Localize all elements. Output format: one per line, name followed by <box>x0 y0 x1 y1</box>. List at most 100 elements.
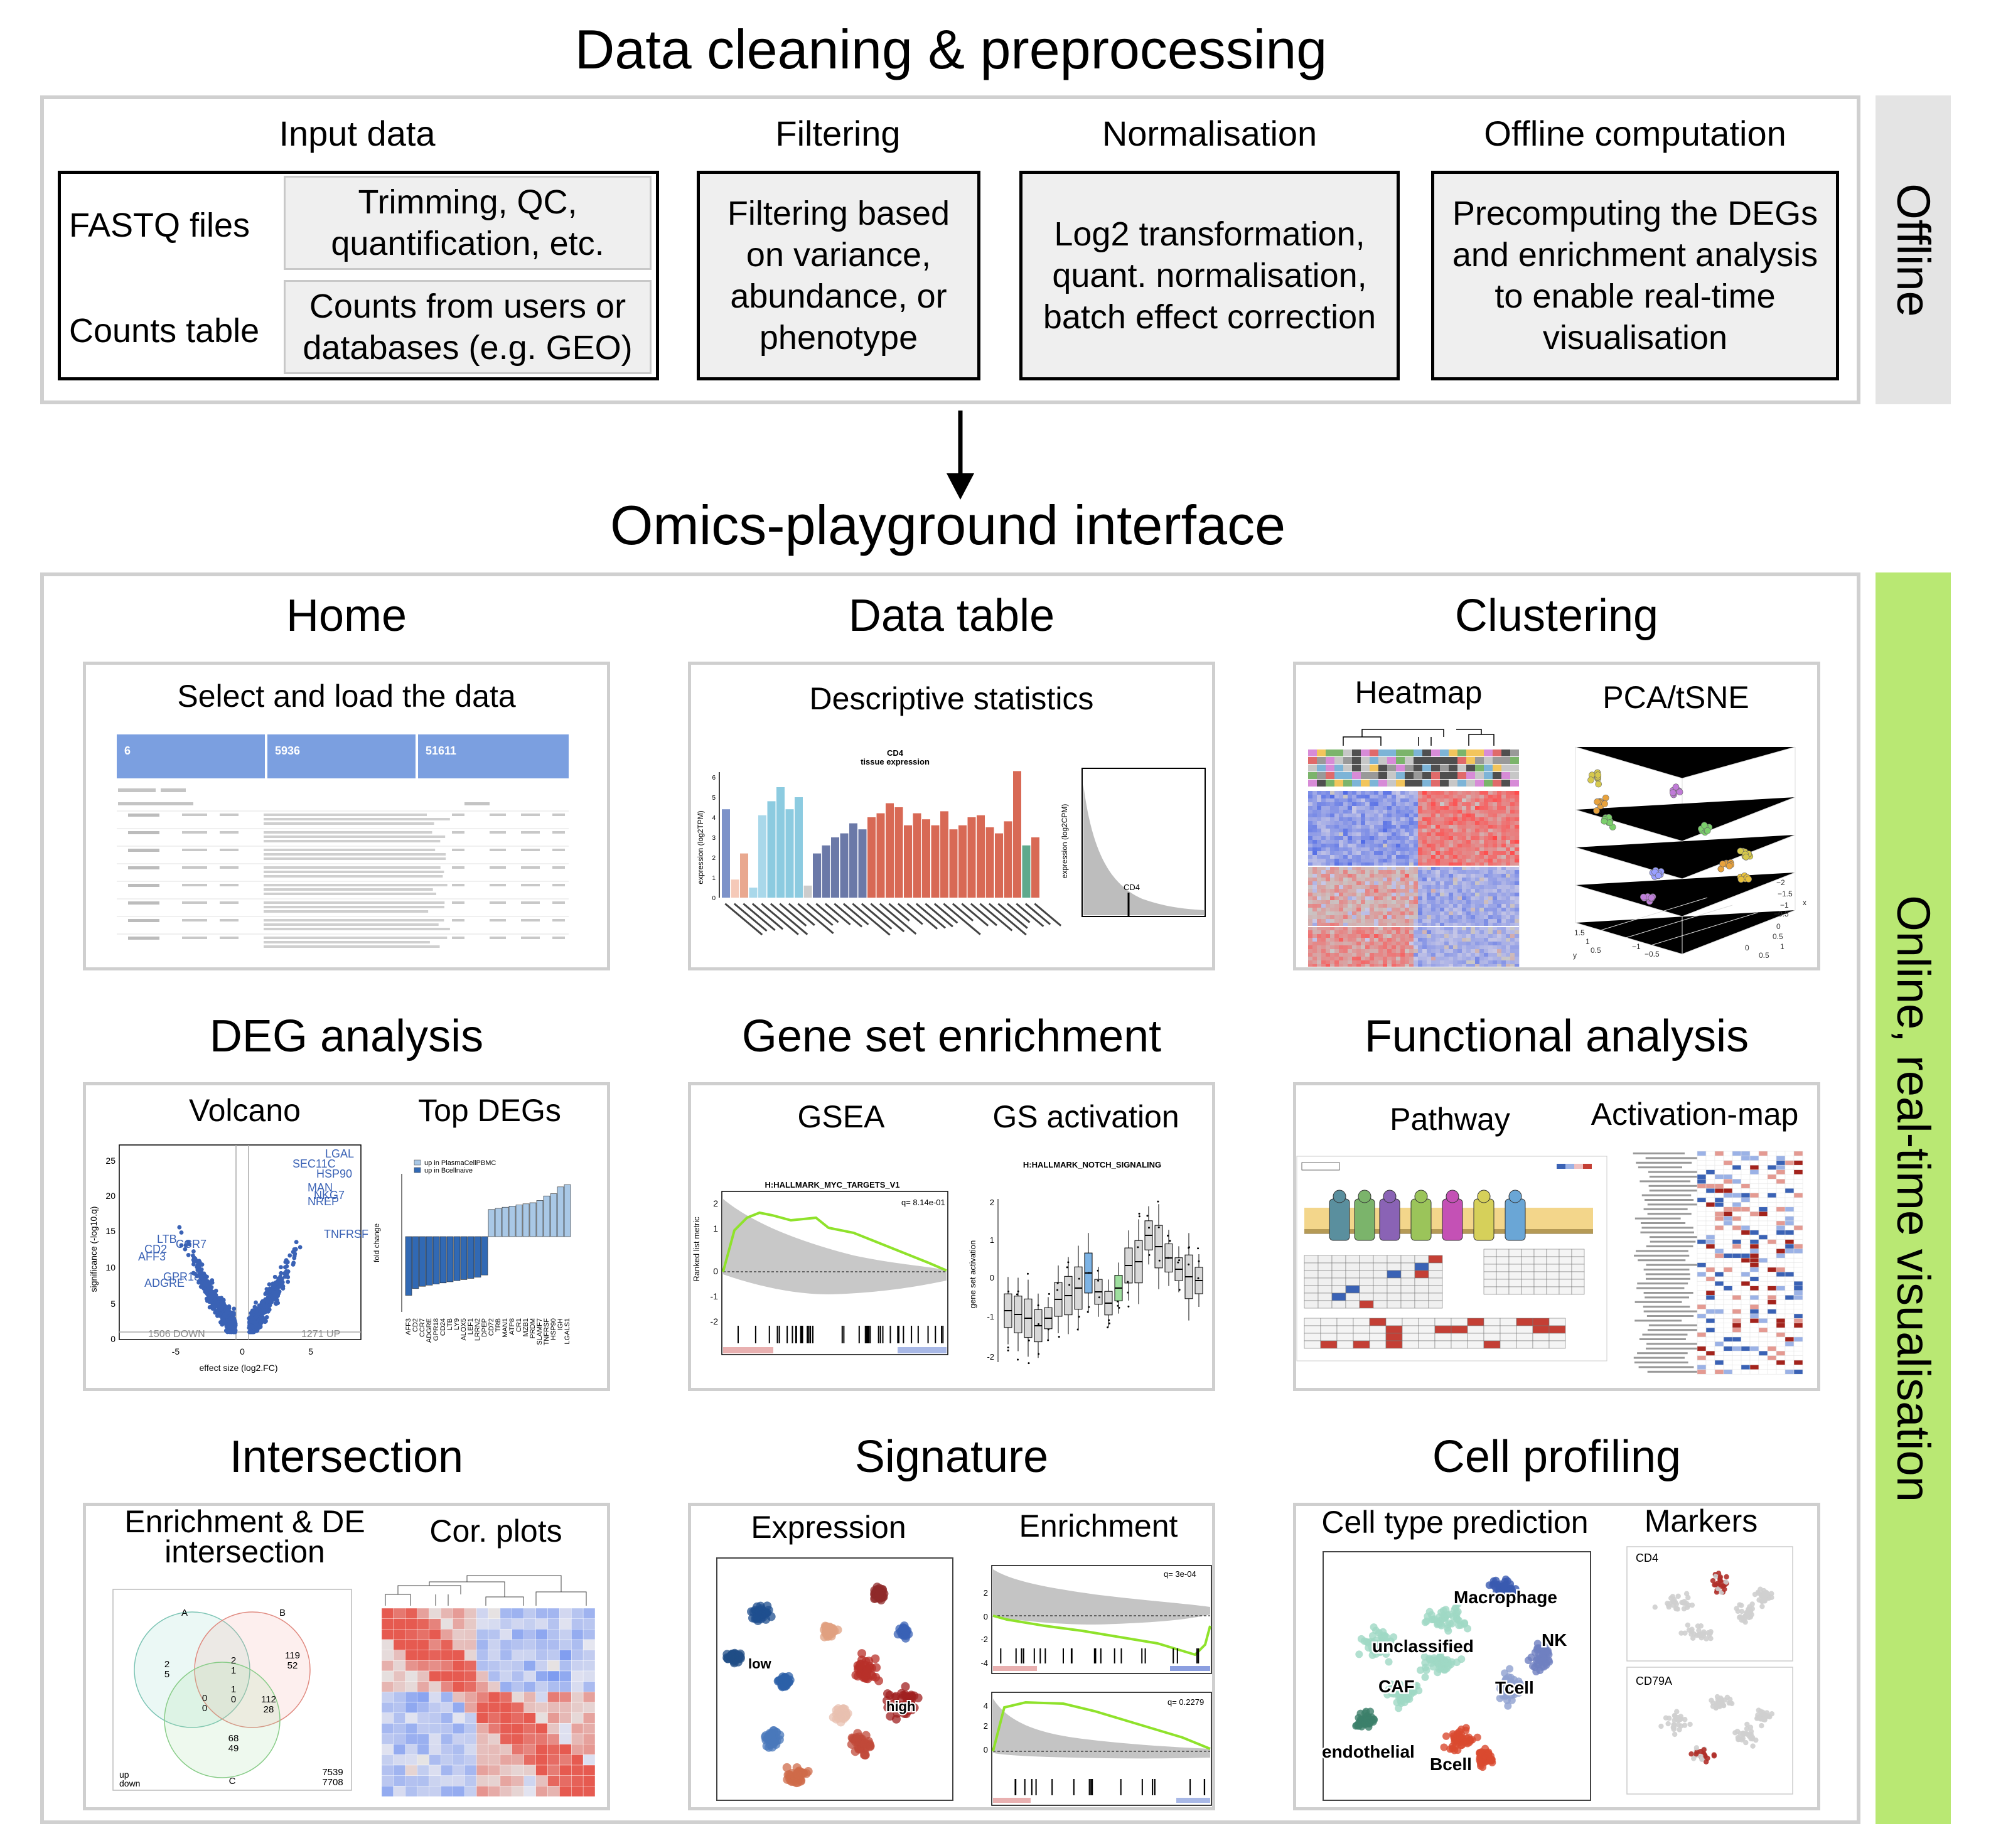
svg-text:SLAMF7: SLAMF7 <box>536 1318 544 1345</box>
heatmap-subtitle: Heatmap <box>1355 675 1483 710</box>
gsea-plot: H:HALLMARK_MYC_TARGETS_V1 Ranked list me… <box>692 1180 948 1355</box>
svg-text:TNFRSF: TNFRSF <box>543 1318 550 1346</box>
svg-text:5: 5 <box>110 1299 115 1309</box>
svg-text:LGALS1: LGALS1 <box>564 1318 571 1345</box>
top-degs-barplot: up in PlasmaCellPBMC up in Bcellnaive fo… <box>372 1159 571 1346</box>
svg-text:10: 10 <box>105 1262 115 1272</box>
cell-type-prediction-subtitle: Cell type prediction <box>1321 1505 1589 1540</box>
top-degs-subtitle: Top DEGs <box>418 1093 561 1128</box>
svg-text:−1: −1 <box>1780 901 1789 910</box>
svg-text:LTB: LTB <box>446 1318 454 1330</box>
svg-text:HSP90: HSP90 <box>316 1168 352 1180</box>
pathway-subtitle: Pathway <box>1390 1102 1510 1137</box>
svg-text:49: 49 <box>228 1743 239 1754</box>
offline-computation-box: Precomputing the DEGs and enrichment ana… <box>1431 171 1839 380</box>
normalisation-box: Log2 transformation, quant. normalisatio… <box>1019 171 1400 380</box>
counts-label: Counts table <box>69 312 260 350</box>
svg-text:AFF3: AFF3 <box>138 1250 166 1263</box>
cell-type-label: CAF <box>1378 1677 1415 1696</box>
gsea-plot-title: H:HALLMARK_MYC_TARGETS_V1 <box>765 1180 900 1190</box>
svg-text:−2: −2 <box>1776 878 1785 887</box>
signature-title: Signature <box>854 1432 1049 1482</box>
pca-3d-scatter: −2−1.5−1−0.5 00.51 1.510.5 −1−0.500.5xy <box>1573 746 1806 960</box>
tissue-chart-title: CD4 <box>887 748 904 758</box>
svg-text:1: 1 <box>990 1235 994 1245</box>
svg-text:28: 28 <box>264 1704 274 1715</box>
home-stat-genesets: 51611 <box>426 744 456 757</box>
sig-high-label: high <box>886 1699 915 1714</box>
svg-text:-1: -1 <box>711 1291 719 1301</box>
venn-label-a: A <box>181 1608 188 1618</box>
svg-text:LGAL: LGAL <box>325 1147 354 1160</box>
filtering-box: Filtering based on variance, abundance, … <box>697 171 980 380</box>
svg-text:LRRN2: LRRN2 <box>474 1318 481 1341</box>
svg-text:MAN1: MAN1 <box>502 1318 509 1338</box>
svg-text:5: 5 <box>308 1346 313 1356</box>
cell-type-label: Tcell <box>1495 1678 1534 1697</box>
gs-activation-boxplot: H:HALLMARK_NOTCH_SIGNALING gene set acti… <box>968 1160 1203 1365</box>
svg-text:-1: -1 <box>987 1312 994 1321</box>
svg-text:0: 0 <box>202 1693 207 1704</box>
functional-title: Functional analysis <box>1364 1011 1749 1061</box>
svg-text:TNFRSF: TNFRSF <box>324 1228 368 1240</box>
svg-text:2: 2 <box>231 1655 236 1666</box>
volcano-down-count: 1506 DOWN <box>148 1329 205 1340</box>
svg-text:y: y <box>1573 951 1577 960</box>
volcano-ylabel: significance (-log10.q) <box>89 1206 99 1292</box>
cell-type-label: Bcell <box>1430 1754 1472 1774</box>
svg-text:MAN: MAN <box>308 1181 333 1194</box>
svg-text:0: 0 <box>231 1694 236 1705</box>
cd4-sorted-expression-chart: expression (log2CPM) CD4 <box>1061 768 1206 917</box>
activation-map <box>1633 1151 1803 1375</box>
correlation-heatmap <box>381 1575 596 1797</box>
svg-text:CD2: CD2 <box>412 1318 419 1332</box>
input-data-title: Input data <box>279 114 436 153</box>
cell-profiling-title: Cell profiling <box>1432 1432 1682 1482</box>
svg-text:SEC11C: SEC11C <box>292 1158 336 1170</box>
svg-text:1.5: 1.5 <box>1574 928 1585 937</box>
signature-enrichment-plots: q= 3e-04 20-2-4 q= 0.2279 420 <box>980 1565 1212 1806</box>
svg-text:CR1: CR1 <box>515 1318 523 1332</box>
svg-text:0: 0 <box>1776 922 1781 931</box>
volcano-xlabel: effect size (log2.FC) <box>199 1363 277 1373</box>
counts-desc: Counts from users or databases (e.g. GEO… <box>284 280 652 374</box>
svg-text:2: 2 <box>713 1198 718 1208</box>
svg-text:0: 0 <box>712 895 716 902</box>
svg-text:ADGRE: ADGRE <box>426 1318 433 1343</box>
cd4-chart-ylabel: expression (log2CPM) <box>1061 804 1069 879</box>
signature-tsne: low low high high <box>716 1557 953 1801</box>
pca-subtitle: PCA/tSNE <box>1602 680 1749 715</box>
svg-text:6: 6 <box>712 775 716 782</box>
svg-text:PRDM: PRDM <box>529 1318 537 1338</box>
svg-text:TRB: TRB <box>495 1318 502 1332</box>
svg-text:CD24: CD24 <box>439 1318 447 1336</box>
venn-down-label: down <box>119 1778 140 1788</box>
svg-text:1: 1 <box>231 1684 236 1695</box>
volcano-subtitle: Volcano <box>189 1093 301 1128</box>
svg-text:−1: −1 <box>1632 942 1641 951</box>
filtering-title: Filtering <box>775 114 901 153</box>
svg-text:1: 1 <box>713 1223 718 1233</box>
cell-type-tsne: MacrophageMacrophageunclassifiedunclassi… <box>1322 1551 1591 1801</box>
venn-label-c: C <box>229 1776 236 1786</box>
svg-text:-2: -2 <box>711 1316 719 1326</box>
offline-side-label: Offline <box>1887 183 1940 317</box>
sig-low-label: low <box>748 1656 772 1672</box>
home-table-thumbnail: 6 5936 51611 <box>117 734 569 948</box>
svg-text:CD72: CD72 <box>488 1318 495 1336</box>
svg-text:0: 0 <box>202 1703 207 1714</box>
cell-type-label: NK <box>1542 1630 1567 1650</box>
data-table-subtitle: Descriptive statistics <box>809 681 1094 716</box>
clustering-title: Clustering <box>1454 591 1659 641</box>
legend-down: up in Bcellnaive <box>424 1167 473 1174</box>
svg-text:HSP90: HSP90 <box>550 1318 557 1340</box>
offline-title: Data cleaning & preprocessing <box>574 18 1328 80</box>
svg-text:GPR18: GPR18 <box>163 1270 200 1283</box>
clustering-heatmap <box>1308 729 1520 967</box>
svg-text:2: 2 <box>164 1659 169 1670</box>
volcano-up-count: 1271 UP <box>301 1329 340 1340</box>
svg-text:68: 68 <box>228 1733 239 1744</box>
home-stat-samples: 5936 <box>275 744 300 757</box>
svg-text:2: 2 <box>712 855 716 862</box>
